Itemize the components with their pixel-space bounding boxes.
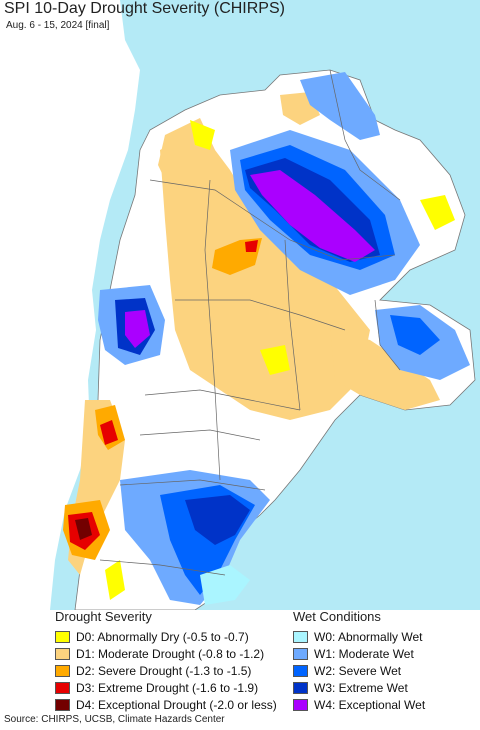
legend-item-d0: D0: Abnormally Dry (-0.5 to -0.7) [55, 628, 277, 645]
legend-label-d3: D3: Extreme Drought (-1.6 to -1.9) [76, 680, 259, 695]
swatch-d3 [55, 681, 70, 694]
swatch-w3 [293, 681, 308, 694]
legend-label-w3: W3: Extreme Wet [314, 680, 408, 695]
d0-area-east [420, 195, 455, 230]
map-title: SPI 10-Day Drought Severity (CHIRPS) [4, 0, 285, 17]
legend-label-w0: W0: Abnormally Wet [314, 629, 423, 644]
legend-label-w1: W1: Moderate Wet [314, 646, 414, 661]
swatch-d0 [55, 630, 70, 643]
d3-area-west [100, 420, 118, 445]
admin-borders [99, 69, 401, 576]
legend-label-w2: W2: Severe Wet [314, 663, 402, 678]
swatch-w0 [293, 630, 308, 643]
legend-item-d3: D3: Extreme Drought (-1.6 to -1.9) [55, 679, 277, 696]
legend-item-w2: W2: Severe Wet [293, 662, 425, 679]
w2-area-southeast [390, 315, 440, 355]
d1-area-central [160, 130, 370, 420]
swatch-d1 [55, 647, 70, 660]
legend-item-w3: W3: Extreme Wet [293, 679, 425, 696]
legend-item-d2: D2: Severe Drought (-1.3 to -1.5) [55, 662, 277, 679]
drought-legend-heading: Drought Severity [55, 609, 152, 624]
map-subtitle: Aug. 6 - 15, 2024 [final] [6, 20, 110, 31]
chile-land [0, 0, 140, 610]
w1-area-northeast [300, 72, 380, 140]
legend-label-d2: D2: Severe Drought (-1.3 to -1.5) [76, 663, 252, 678]
swatch-d2 [55, 664, 70, 677]
w0-area-south [200, 565, 250, 605]
legend-label-d1: D1: Moderate Drought (-0.8 to -1.2) [76, 646, 265, 661]
swatch-w4 [293, 698, 308, 711]
d3-area-central [245, 240, 258, 252]
swatch-d4 [55, 698, 70, 711]
wet-legend: Wet Conditions W0: Abnormally Wet W1: Mo… [293, 609, 425, 713]
legend-label-d4: D4: Exceptional Drought (-2.0 or less) [76, 697, 277, 712]
d1-area-southeast [330, 330, 440, 410]
legend-item-w1: W1: Moderate Wet [293, 645, 425, 662]
d0-area-west [105, 560, 125, 600]
legend-item-w0: W0: Abnormally Wet [293, 628, 425, 645]
wet-legend-heading: Wet Conditions [293, 609, 381, 624]
legend-item-w4: W4: Exceptional Wet [293, 696, 425, 713]
legend-item-d1: D1: Moderate Drought (-0.8 to -1.2) [55, 645, 277, 662]
w4-area-west [125, 310, 150, 348]
swatch-w2 [293, 664, 308, 677]
d0-area-center [260, 345, 290, 375]
legend-label-d0: D0: Abnormally Dry (-0.5 to -0.7) [76, 629, 249, 644]
legend-item-d4: D4: Exceptional Drought (-2.0 or less) [55, 696, 277, 713]
drought-legend: Drought Severity D0: Abnormally Dry (-0.… [55, 609, 277, 713]
swatch-w1 [293, 647, 308, 660]
legend-label-w4: W4: Exceptional Wet [314, 697, 426, 712]
w4-area-north [250, 170, 375, 262]
source-credit: Source: CHIRPS, UCSB, Climate Hazards Ce… [4, 714, 225, 725]
w3-area-south [185, 495, 250, 545]
d4-area-southwest [75, 518, 92, 540]
d0-area-north [190, 120, 215, 150]
drought-map [0, 0, 480, 610]
